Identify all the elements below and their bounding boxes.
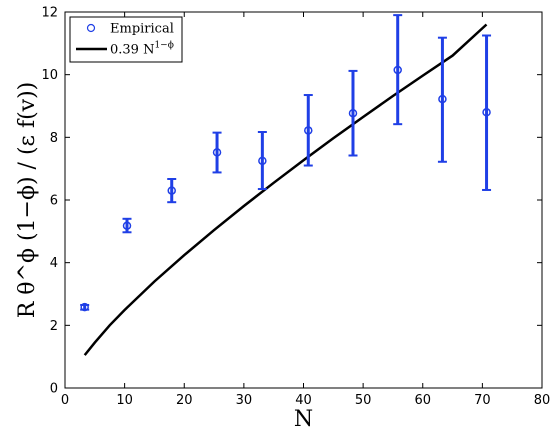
x-tick-label: 40 [295, 393, 312, 408]
x-tick-label: 70 [474, 393, 491, 408]
x-tick-label: 30 [236, 393, 253, 408]
fit-curve-line [83, 23, 488, 356]
y-tick-label: 8 [50, 131, 58, 146]
series-layer [80, 14, 492, 356]
x-tick-label: 60 [414, 393, 431, 408]
y-tick-label: 0 [50, 382, 58, 397]
plot-area [64, 11, 543, 389]
axis-ticks [64, 11, 543, 389]
data-point [122, 221, 132, 230]
data-point [393, 65, 402, 75]
y-tick-label: 2 [50, 319, 58, 334]
x-tick-label: 10 [116, 393, 133, 408]
data-point [80, 302, 89, 312]
x-tick-label: 0 [61, 393, 69, 408]
x-axis-title: N [294, 407, 313, 432]
tick-labels: 0 10 20 30 40 50 60 70 80 0 2 4 6 8 10 12 [41, 6, 550, 409]
data-point [482, 108, 491, 117]
y-tick-label: 12 [41, 6, 58, 21]
y-tick-label: 4 [50, 256, 58, 271]
legend-box [69, 16, 183, 63]
data-point [258, 156, 267, 166]
data-point [212, 148, 222, 157]
legend-label-fit: 0.39 N1−ϕ [110, 41, 174, 58]
legend: Empirical 0.39 N1−ϕ [69, 16, 183, 63]
legend-label-empirical: Empirical [110, 22, 174, 37]
x-tick-label: 80 [534, 393, 551, 408]
x-tick-label: 20 [176, 393, 193, 408]
x-tick-label: 50 [355, 393, 372, 408]
data-point [167, 186, 176, 195]
legend-marker-empirical [86, 23, 96, 33]
legend-label-fit-superscript: 1−ϕ [154, 41, 173, 51]
y-tick-label: 10 [41, 68, 58, 83]
legend-label-fit-base: 0.39 N [110, 43, 154, 58]
data-point [304, 126, 313, 135]
y-tick-label: 6 [50, 194, 58, 209]
y-axis-title: R θ^ϕ (1−ϕ) / (ε f(v)) [15, 82, 40, 319]
data-point [348, 108, 358, 118]
data-point [438, 94, 447, 104]
